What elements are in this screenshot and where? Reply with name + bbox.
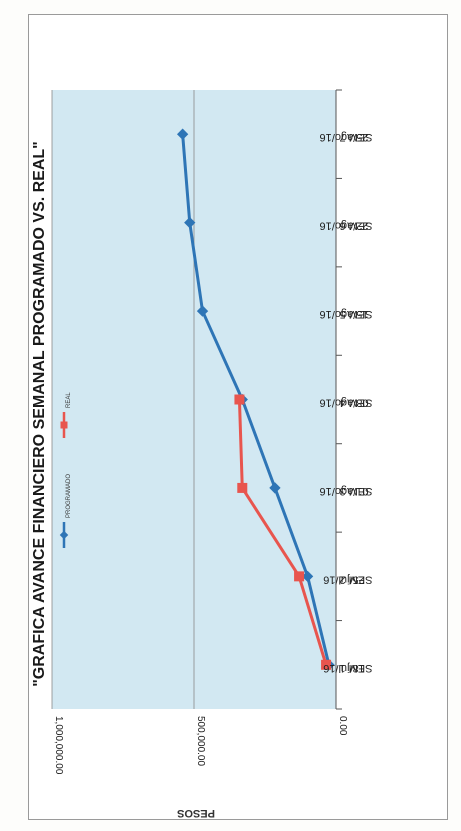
category-label-week: SEM 7 (339, 131, 372, 143)
category-label-week: SEM 4 (339, 397, 372, 409)
legend-label: PROGRAMADO (66, 474, 72, 518)
data-point-real (294, 571, 305, 582)
x-axis-categories: SEM 118/jul/16 SEM 225/jul/16 SEM 301/ago/… (320, 89, 373, 710)
category-label-date: 18/jul/16 (323, 662, 365, 674)
y-tick-label: 0.00 (337, 716, 348, 736)
category-label-date: 22/ago/16 (320, 220, 369, 232)
data-point-programado (269, 482, 281, 494)
data-point-real (237, 482, 248, 493)
category-label-date: 25/jul/16 (323, 573, 365, 585)
category-label-date: 01/ago/16 (320, 485, 369, 497)
category-label-week: SEM 6 (339, 220, 372, 232)
category-label-week: SEM 1 (339, 662, 372, 674)
data-point-programado (196, 305, 209, 317)
y-tick-label: 500,000.00 (195, 716, 206, 766)
y-axis-ticks: 0.00 500,000.00 1,000,000.00 (53, 716, 348, 775)
data-point-programado (176, 128, 189, 140)
category-label-week: SEM 5 (339, 308, 372, 320)
legend-marker (60, 421, 68, 429)
series-layer (176, 128, 335, 671)
chart-title: "GRAFICA AVANCE FINANCIERO SEMANAL PROGR… (31, 141, 48, 687)
data-point-real (234, 394, 245, 405)
grid (51, 90, 337, 709)
category-label-date: 08/ago/16 (320, 397, 369, 409)
y-axis-label: PESOS (177, 807, 215, 819)
data-point-real (321, 659, 332, 670)
category-label-date: 15/ago/16 (320, 308, 369, 320)
y-tick-label: 1,000,000.00 (53, 716, 64, 775)
category-label-date: 25/ago/16 (320, 131, 369, 143)
data-point-programado (184, 216, 196, 229)
series-line-real (237, 399, 328, 666)
data-point-programado (301, 570, 314, 583)
legend-label: REAL (66, 392, 72, 408)
category-label-week: SEM 3 (339, 485, 372, 497)
category-label-week: SEM 2 (339, 573, 372, 585)
